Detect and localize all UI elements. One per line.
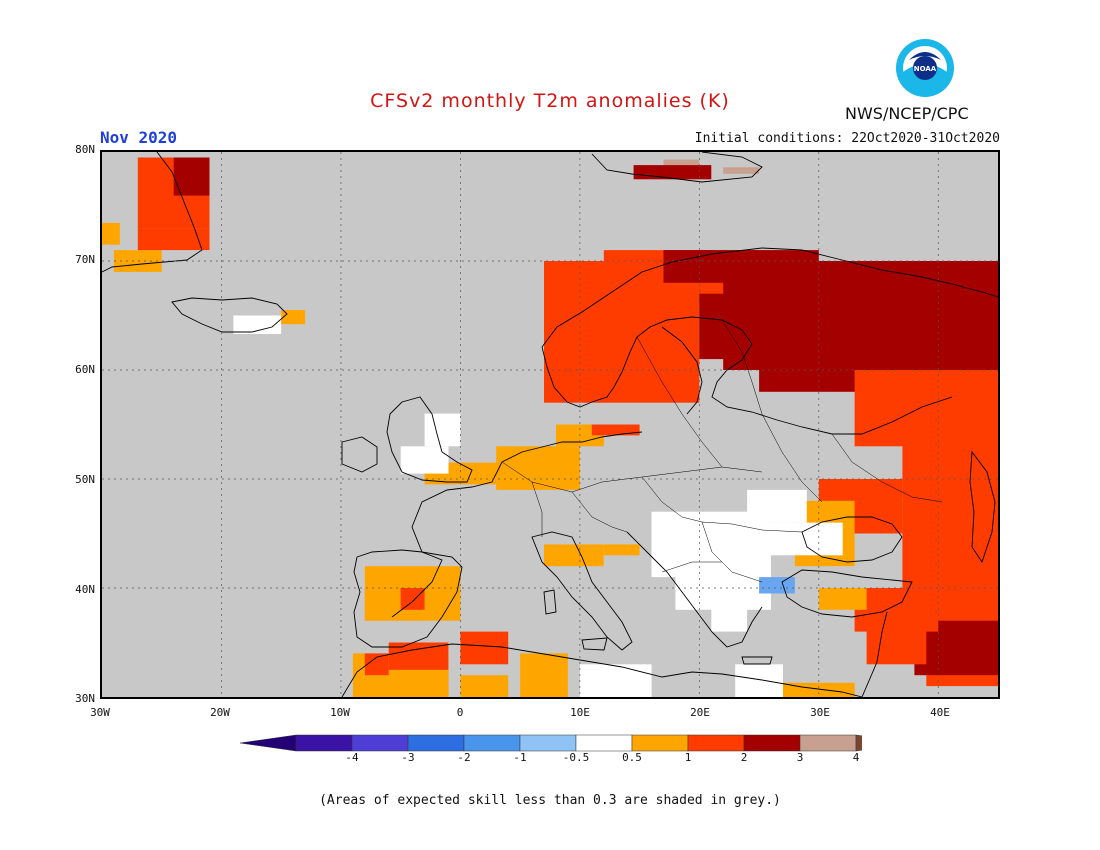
anomaly-cell: [137, 228, 210, 251]
anomaly-cell: [603, 544, 640, 556]
agency-label: NWS/NCEP/CPC: [845, 104, 969, 123]
anomaly-cell: [424, 413, 461, 447]
anomaly-cells: [102, 157, 998, 697]
anomaly-cell: [400, 446, 449, 474]
chart-title: CFSv2 monthly T2m anomalies (K): [370, 90, 730, 112]
noaa-logo: NOAA: [896, 39, 954, 97]
legend-swatch: [407, 734, 465, 752]
lon-label: 10W: [330, 706, 350, 719]
coastlines: [102, 152, 998, 697]
lat-label: 40N: [75, 583, 95, 596]
lon-label: 0: [456, 706, 464, 719]
anomaly-cell: [783, 682, 855, 697]
legend-swatch: [799, 734, 857, 752]
anomaly-cell: [818, 588, 867, 610]
legend-swatch: [295, 734, 353, 752]
lat-label: 80N: [75, 143, 95, 156]
anomaly-cell: [173, 157, 210, 196]
legend-label: -2: [457, 751, 471, 764]
legend-label: 3: [796, 751, 804, 764]
lon-label: 30E: [810, 706, 830, 719]
forecast-month: Nov 2020: [100, 128, 178, 147]
anomaly-cell: [663, 159, 700, 165]
legend-label: -1: [513, 751, 527, 764]
map-canvas: [102, 152, 998, 697]
legend-swatch: [575, 734, 633, 752]
lat-label: 30N: [75, 692, 95, 705]
legend-label: -0.5: [562, 751, 590, 764]
anomaly-cell: [699, 293, 795, 360]
legend-label: 2: [740, 751, 748, 764]
legend-label: -3: [401, 751, 415, 764]
skill-note: (Areas of expected skill less than 0.3 a…: [319, 793, 781, 808]
legend-swatch: [631, 734, 689, 752]
country-borders: [501, 319, 943, 583]
anomaly-cell: [591, 424, 640, 436]
lat-label: 50N: [75, 473, 95, 486]
grid-lines: [102, 152, 998, 697]
anomaly-cell: [496, 446, 580, 490]
anomaly-cell: [113, 250, 162, 272]
anomaly-cell: [759, 522, 843, 556]
anomaly-cell: [233, 315, 282, 334]
anomaly-cell: [102, 222, 120, 245]
anomaly-cell: [400, 588, 425, 610]
legend-swatch: [463, 734, 521, 752]
lon-label: 30W: [90, 706, 110, 719]
lon-label: 40E: [930, 706, 950, 719]
logo-text: NOAA: [914, 65, 937, 73]
legend-swatch: [519, 734, 577, 752]
anomaly-cell: [854, 588, 939, 632]
anomaly-cell: [723, 167, 759, 174]
legend-label: 0.5: [622, 751, 642, 764]
anomaly-cell: [460, 675, 509, 697]
anomaly-map: [100, 150, 1000, 699]
legend-high-arrow: [855, 734, 862, 752]
initial-conditions: Initial conditions: 22Oct2020-31Oct2020: [694, 131, 1000, 146]
lon-label: 20W: [210, 706, 230, 719]
legend-label: -4: [345, 751, 359, 764]
anomaly-cell: [460, 631, 509, 665]
legend-swatch: [743, 734, 801, 752]
lon-label: 20E: [690, 706, 710, 719]
legend-label: 4: [852, 751, 860, 764]
legend-swatch: [687, 734, 745, 752]
anomaly-cell: [579, 664, 652, 697]
legend-label: 1: [684, 751, 692, 764]
anomaly-cell: [711, 598, 748, 632]
legend-low-arrow: [240, 734, 297, 752]
anomaly-cell: [364, 653, 389, 676]
anomaly-cell: [520, 653, 568, 697]
lat-label: 70N: [75, 253, 95, 266]
lon-label: 10E: [570, 706, 590, 719]
lat-label: 60N: [75, 363, 95, 376]
legend-swatch: [351, 734, 409, 752]
anomaly-cell: [544, 544, 604, 567]
anomaly-cell: [735, 664, 783, 697]
anomaly-cell: [759, 577, 795, 594]
anomaly-cell: [663, 522, 700, 556]
color-legend-bar: [240, 734, 862, 752]
